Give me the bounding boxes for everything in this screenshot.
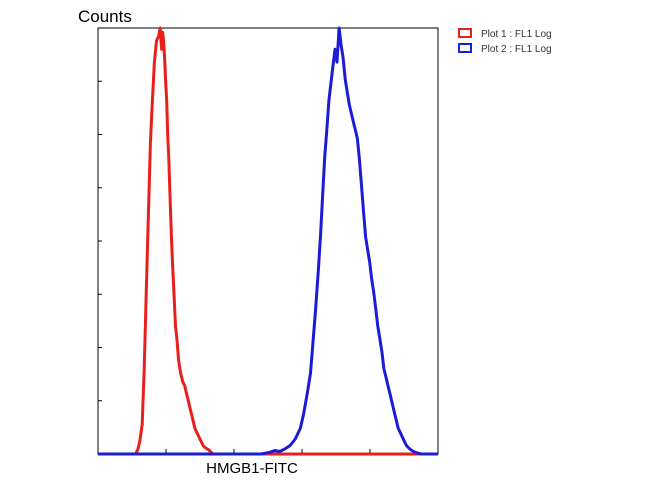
series-layer — [98, 26, 438, 456]
legend-item-plot-1: Plot 1 : FL1 Log — [458, 28, 552, 40]
plot-area-frame — [97, 27, 439, 455]
legend-swatch-plot-1 — [458, 28, 472, 38]
legend-label-plot-1: Plot 1 : FL1 Log — [481, 29, 552, 40]
legend-swatch-plot-2 — [458, 43, 472, 53]
legend-item-plot-2: Plot 2 : FL1 Log — [458, 43, 552, 55]
legend-label-plot-2: Plot 2 : FL1 Log — [481, 44, 552, 55]
series-line-plot-1 — [98, 26, 438, 456]
x-axis-title: HMGB1-FITC — [206, 460, 298, 477]
y-axis-title: Counts — [78, 7, 132, 26]
legend: Plot 1 : FL1 Log Plot 2 : FL1 Log — [458, 28, 552, 55]
series-line-plot-2 — [98, 26, 438, 456]
